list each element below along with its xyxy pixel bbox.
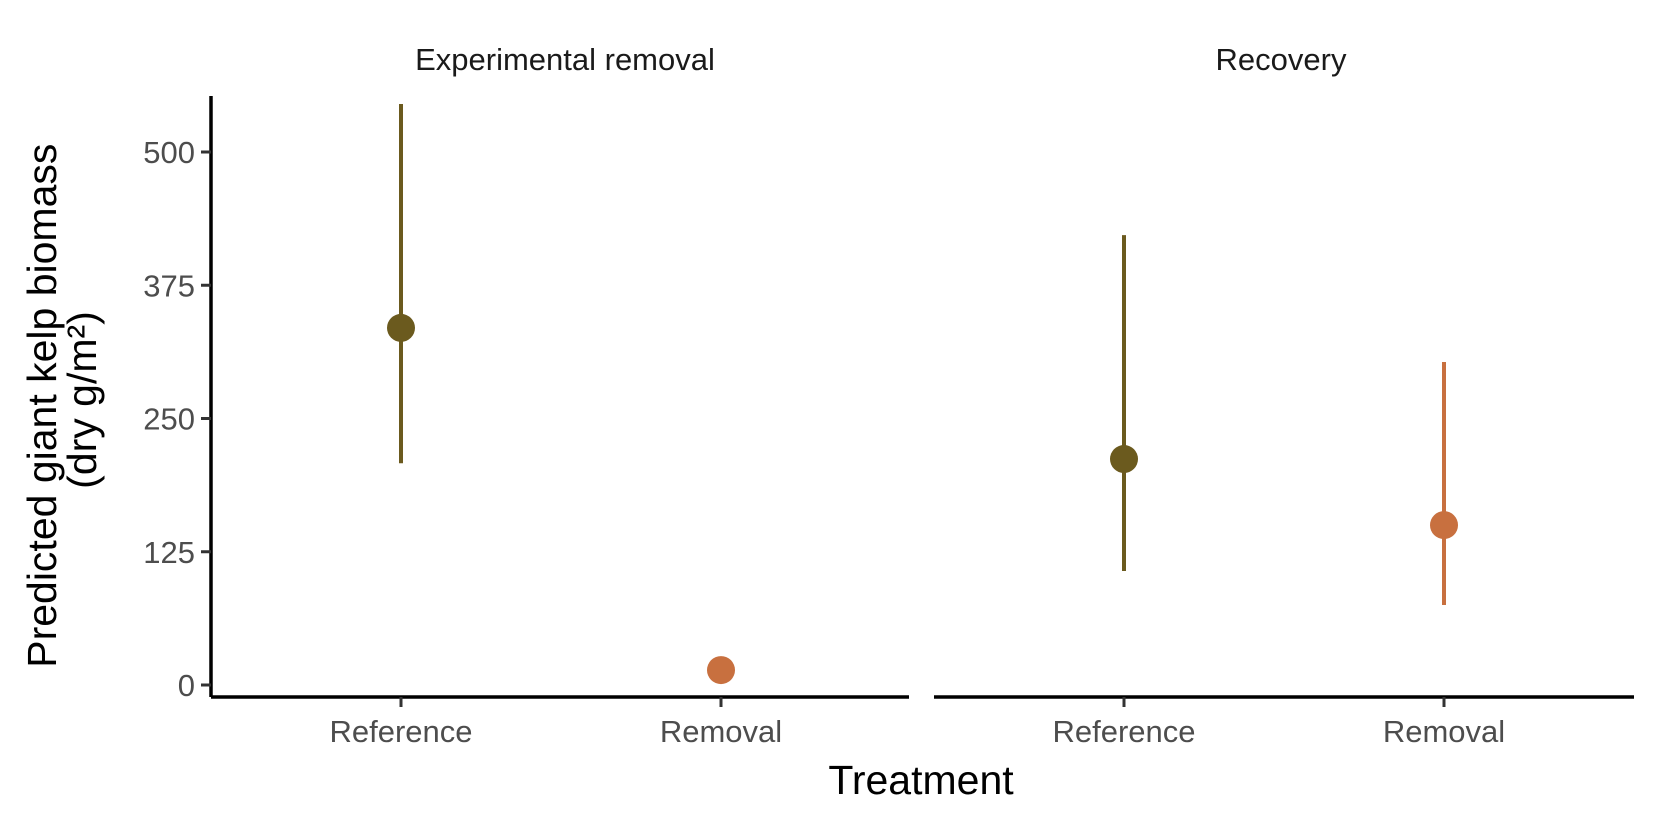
x-axis-title: Treatment [828, 757, 1014, 803]
x-tick-label: Removal [660, 714, 782, 749]
y-tick-label: 0 [178, 668, 195, 703]
x-tick-label: Removal [1383, 714, 1505, 749]
point-estimate [387, 313, 415, 342]
y-tick-label: 250 [143, 402, 195, 437]
y-tick-label: 125 [143, 535, 195, 570]
y-axis-title: Predicted giant kelp biomass (dry g/m²) [19, 132, 105, 668]
y-tick-label: 500 [143, 135, 195, 170]
y-axis-title-line-1: Predicted giant kelp biomass [19, 144, 65, 668]
y-axis-title-line-2: (dry g/m²) [59, 311, 105, 489]
facet-title: Recovery [1216, 42, 1347, 77]
point-estimate [707, 656, 735, 685]
x-tick-label: Reference [329, 714, 472, 749]
x-tick-label: Reference [1052, 714, 1195, 749]
point-estimate [1430, 511, 1458, 540]
facet-panel: Experimental removal Reference Removal [211, 42, 909, 749]
y-tick-label: 375 [143, 268, 195, 303]
facet-title: Experimental removal [415, 42, 715, 77]
y-axis: 0 125 250 375 500 [143, 96, 213, 703]
facet-panel: Recovery Reference Removal [934, 42, 1634, 749]
point-estimate [1110, 445, 1138, 474]
